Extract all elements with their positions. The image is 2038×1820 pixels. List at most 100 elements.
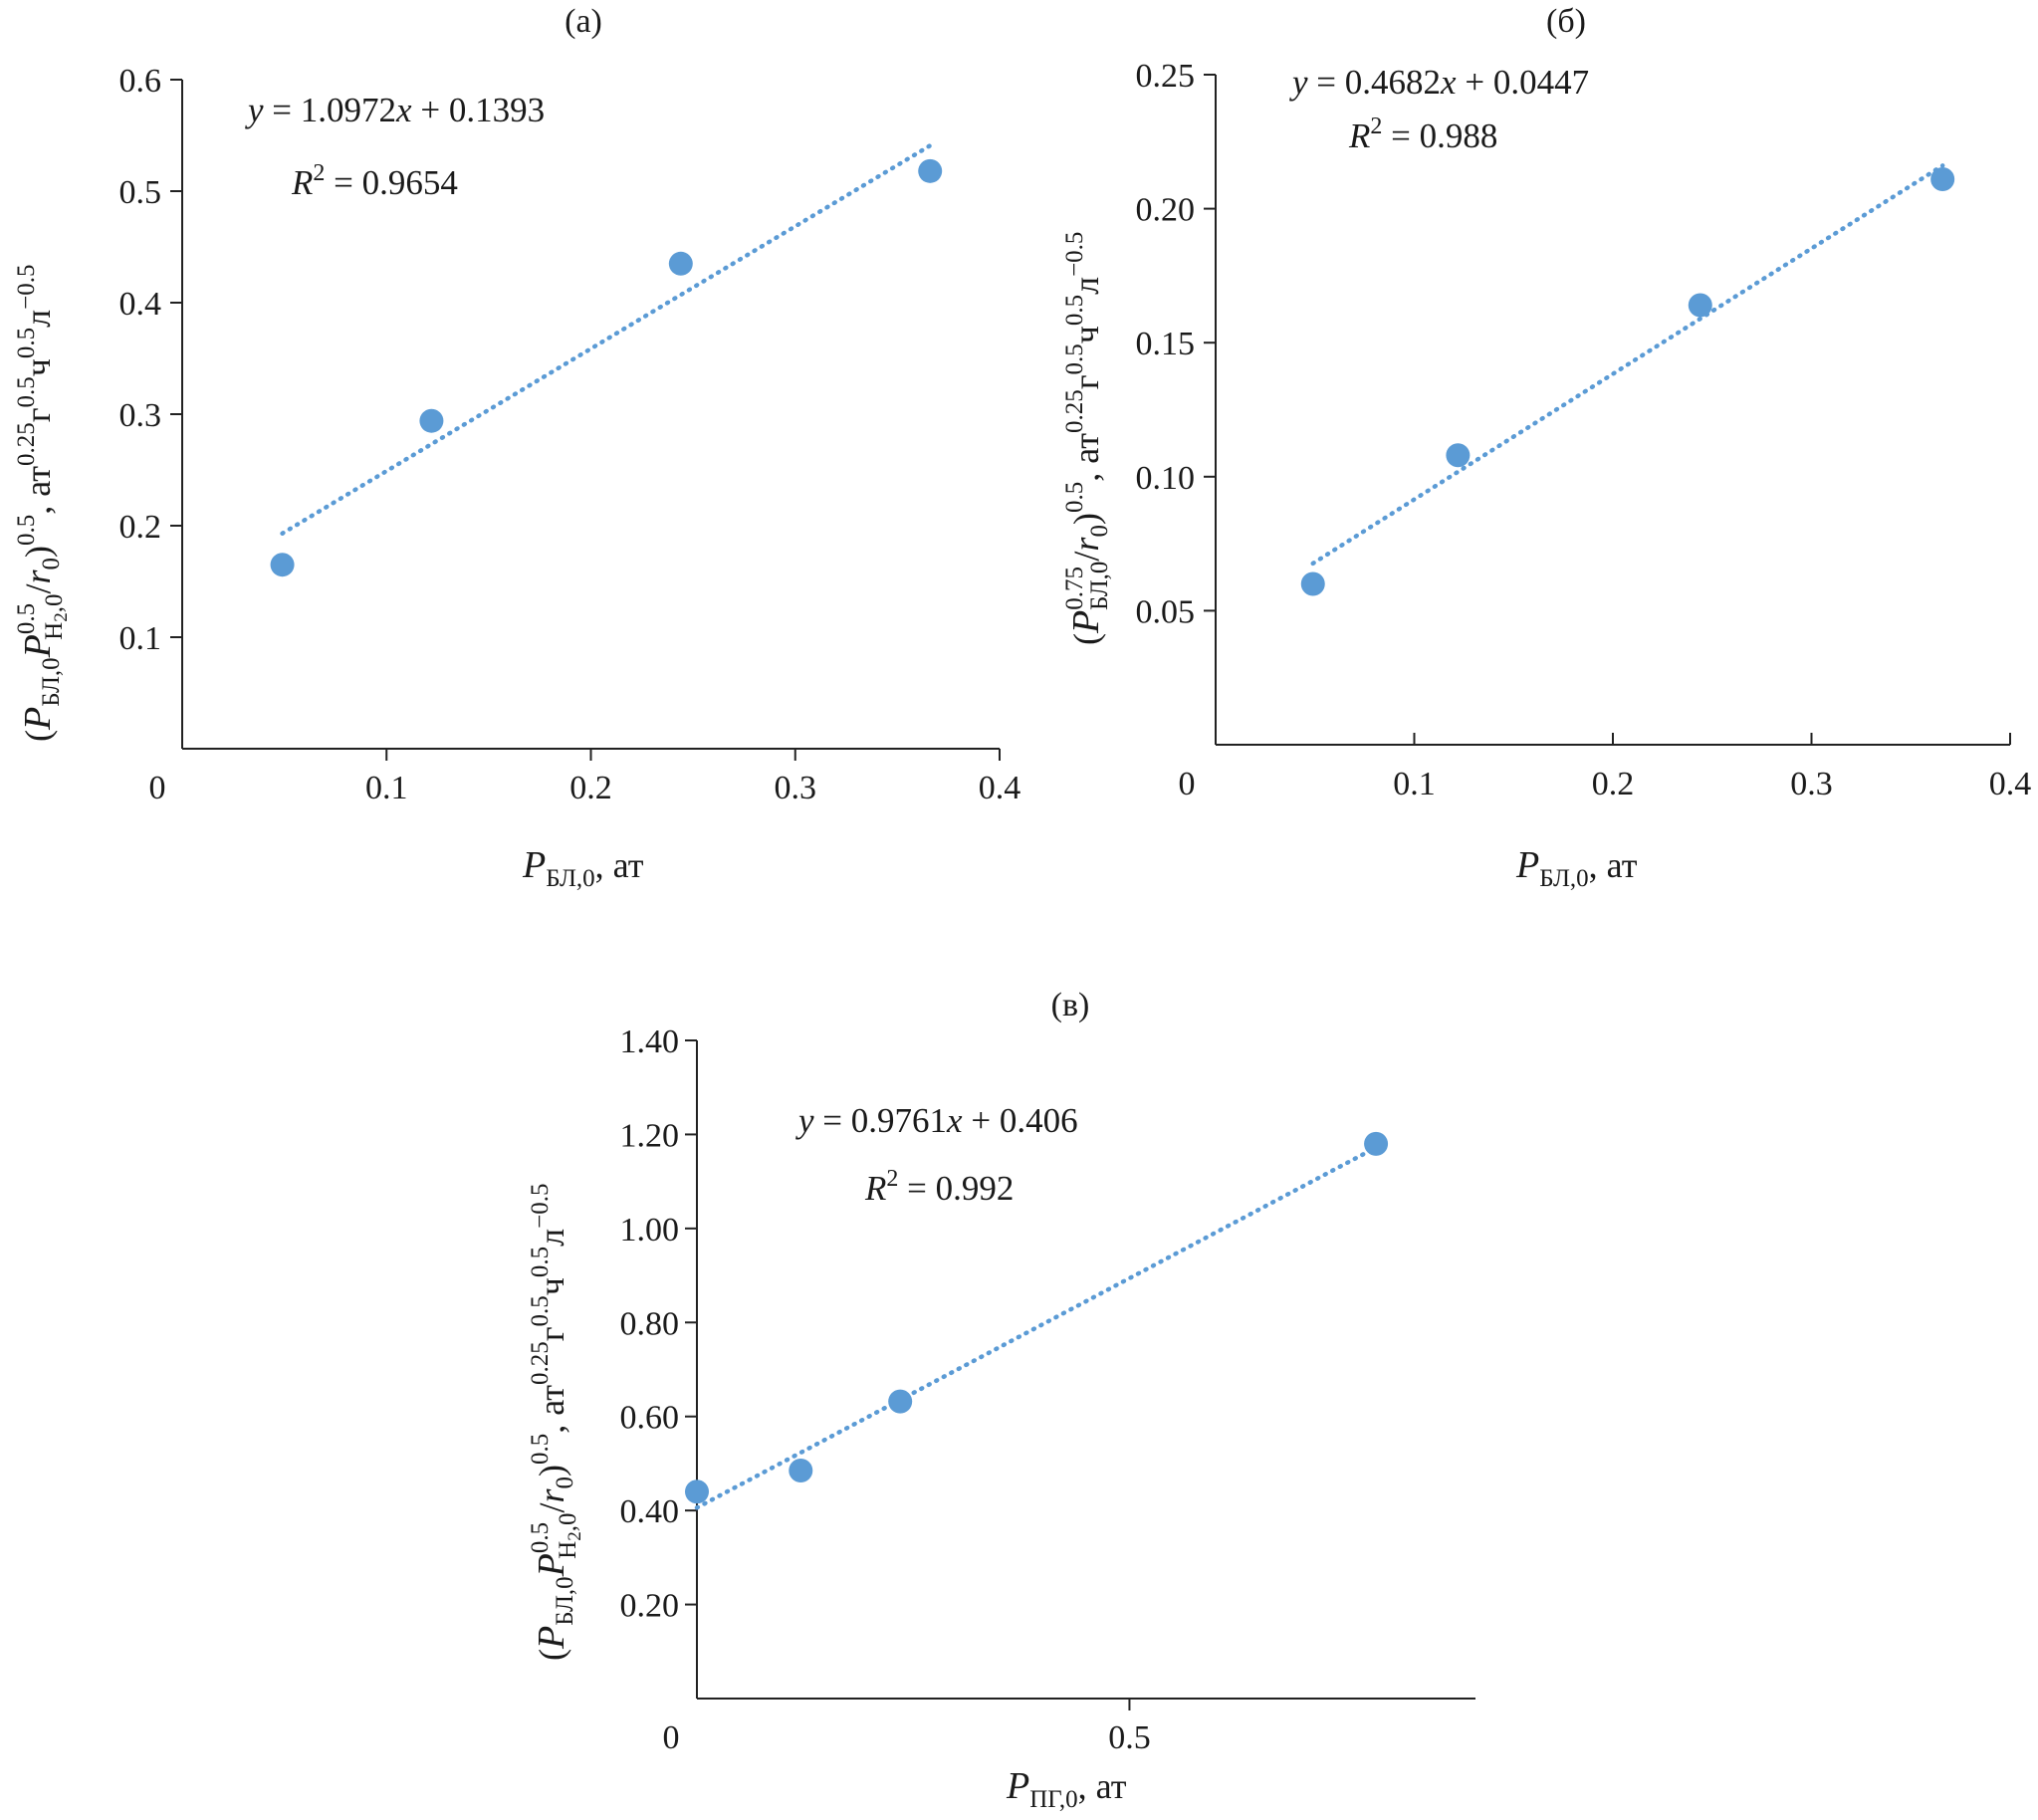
panel-c-ticks: 0 0.5 0.20 0.40 0.60 0.80 1.00 1.20 1.40 [620,1024,1151,1756]
panel-a-eq-intercept: + 0.1393 [412,91,546,129]
panel-c-y-tick-label: 0.40 [620,1493,680,1530]
pc-yl-r: r [532,1488,571,1503]
panel-c-points [685,1131,1389,1504]
pa-yl-u2: г [18,407,58,422]
pa-yl-rs: 0 [38,558,65,570]
panel-a-r2-value: = 0.9654 [325,163,458,202]
panel-c-data-point [685,1479,709,1504]
panel-b-xlabel-sub: БЛ,0 [1539,865,1588,892]
panel-b-y-label: (P0.75БЛ,0/r0)0.5, ат0.25г0.5ч0.5л−0.5 [1061,232,1113,645]
panel-c-y-tick-label: 0.60 [620,1400,680,1437]
panel-c-eq-slope: = 0.9761 [814,1101,948,1140]
panel-a-eq-x: x [395,91,412,129]
pb-yl-u3: ч [1066,326,1106,343]
panel-a-data-point [419,408,444,433]
pb-yl-ue1: 0.25 [1061,389,1088,433]
pa-yl-exp: 0.5 [13,515,40,546]
panel-a-ticks: 0 0.1 0.2 0.3 0.4 0.1 0.2 0.3 0.4 0.5 0.6 [119,63,1021,806]
pa-yl-ue2: 0.5 [13,376,40,407]
pb-yl-u2: г [1066,375,1106,390]
panel-c-xlabel-sub: ПГ,0 [1029,1786,1077,1813]
panel-b-eq-y: y [1289,63,1308,102]
panel-a-r2-exp: 2 [313,160,325,186]
panel-a-y-tick-label: 0.1 [119,620,162,657]
panel-a-r2-symbol: R [291,163,313,202]
panel-b-eq-intercept: + 0.0447 [1457,63,1590,102]
pc-yl-ue1: 0.25 [527,1341,554,1385]
panel-a-trendline [280,142,933,537]
panel-c-y-tick-label: 1.20 [620,1117,680,1154]
panel-b-y-tick-label: 0.25 [1136,58,1196,95]
panel-c-data-point [888,1389,913,1414]
panel-b-eq-x: x [1440,63,1457,102]
pa-yl-r: r [18,569,58,584]
panel-a-eq-slope: = 1.0972 [264,91,397,129]
pb-yl-open: ( [1066,633,1106,645]
pa-yl-s2: H [41,622,68,640]
panel-a-label: (a) [565,3,602,40]
pb-yl-s1: БЛ,0 [1086,562,1113,610]
panel-c-r2: R2 = 0.992 [864,1166,1014,1208]
panel-b-x-label: PБЛ,0, ат [1515,844,1638,892]
pb-yl-ue4: −0.5 [1061,232,1088,277]
panel-a-x-tick-label: 0.1 [365,770,408,806]
panel-b-y-tick-label: 0.15 [1136,326,1196,362]
panel-b-r2-value: = 0.988 [1382,116,1497,155]
pc-yl-rs: 0 [552,1477,578,1489]
pb-yl-sup1: 0.75 [1061,567,1088,610]
pc-yl-open: ( [532,1649,571,1661]
pc-yl-p1: P [531,1626,572,1650]
pc-yl-u4: л [532,1229,571,1247]
pa-yl-unit: , ат [18,466,58,515]
panel-c-trendline [694,1145,1379,1510]
panel-a-x-tick-label: 0.4 [979,770,1021,806]
panel-c-label: (в) [1051,987,1090,1024]
pc-yl-exp: 0.5 [527,1434,554,1465]
panel-c-y-tick-label: 1.00 [620,1212,680,1249]
panel-c-r2-value: = 0.992 [898,1169,1014,1208]
panel-a-y-tick-label: 0.4 [119,286,162,323]
panel-b-x-tick-label: 0.2 [1592,766,1635,802]
panel-b-data-point [1930,166,1955,191]
panel-a-xlabel-p: P [522,844,546,886]
pa-yl-ue3: 0.5 [13,328,40,358]
panel-c-y-tick-label: 1.40 [620,1024,680,1060]
pc-yl-s2: H [555,1541,581,1559]
panel-b-x-tick-label: 0 [1179,766,1196,802]
pb-yl-rs: 0 [1086,525,1113,538]
panel-a-data-point [270,553,295,577]
pb-yl-exp: 0.5 [1061,482,1088,513]
panel-a-x-tick-label: 0 [149,770,166,806]
panel-b-y-tick-label: 0.20 [1136,192,1196,229]
pa-yl-ue4: −0.5 [13,265,40,310]
pc-yl-ue3: 0.5 [527,1247,554,1277]
panel-a-r2: R2 = 0.9654 [291,160,458,202]
panel-c-xlabel-unit: , ат [1078,1766,1127,1806]
panel-a-y-tick-label: 0.5 [119,174,162,211]
panel-b-xlabel-unit: , ат [1589,845,1638,885]
pc-yl-s2c: ,0 [555,1513,581,1532]
pa-yl-sup2: 0.5 [13,603,40,634]
panel-c-y-label: (PБЛ,0P0.5H2,0/r0)0.5, ат0.25г0.5ч0.5л−0… [527,1184,585,1661]
panel-a-y-label: (PБЛ,0P0.5H2,0/r0)0.5, ат0.25г0.5ч0.5л−0… [13,265,72,742]
chart-panel-a: (a) 0 0.1 0.2 0.3 0.4 0.1 0.2 0.3 0.4 0.5 0.6 y = … [13,3,1020,892]
pc-yl-u3: ч [532,1277,571,1295]
panel-b-label: (б) [1546,3,1586,40]
panel-a-points [270,158,943,577]
pb-yl-unit: , ат [1066,433,1106,482]
panel-b-data-point [1446,443,1471,468]
panel-b-data-point [1300,571,1325,596]
panel-b-trendline [1310,163,1945,567]
panel-c-x-label: PПГ,0, ат [1006,1765,1127,1813]
pa-yl-u4: л [18,310,58,328]
pc-yl-unit: , ат [532,1385,571,1434]
panel-c-data-point [1364,1131,1389,1156]
pc-yl-div: / [532,1503,571,1513]
panel-b-eq-slope: = 0.4682 [1308,63,1442,102]
panel-c-eq-intercept: + 0.406 [963,1101,1078,1140]
pa-yl-p2: P [17,634,59,658]
panel-a-eq-y: y [245,91,264,129]
pa-yl-close: ) [18,546,58,558]
pc-yl-s1: БЛ,0 [552,1576,578,1625]
